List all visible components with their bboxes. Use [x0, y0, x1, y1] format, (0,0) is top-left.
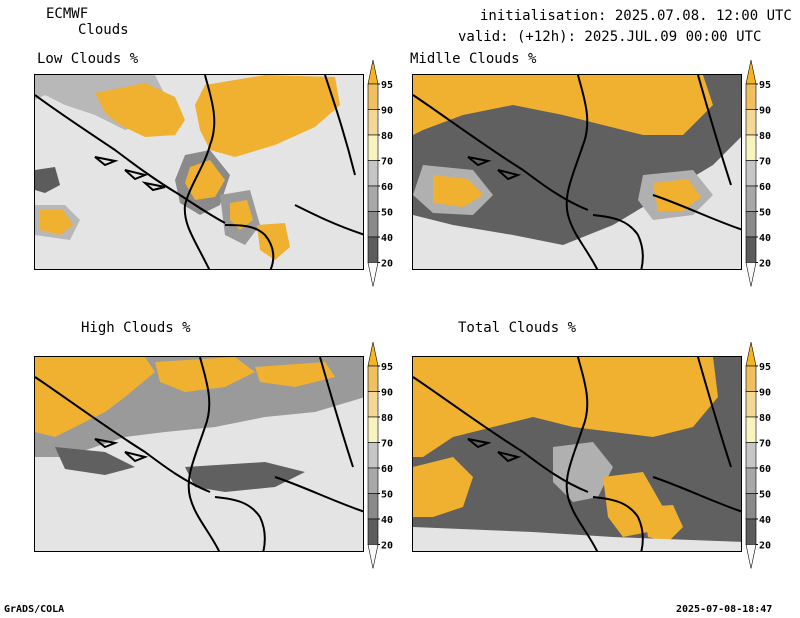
colorbar-segment: [367, 83, 379, 110]
cloud-fields: [35, 75, 340, 260]
colorbar-bottom-arrow: [745, 544, 757, 569]
colorbar-tick-label: 50: [381, 208, 393, 219]
colorbar-tick-label: 80: [381, 413, 393, 424]
panel-title-middle: Midlle Clouds %: [410, 51, 537, 67]
colorbar-segment: [745, 109, 757, 136]
colorbar-tick-label: 40: [759, 515, 771, 526]
colorbar-tick-label: 70: [759, 157, 771, 168]
colorbar-tick-label: 60: [759, 182, 771, 193]
colorbar-segment: [745, 493, 757, 520]
colorbar-tick-label: 50: [759, 490, 771, 501]
colorbar-tick-label: 60: [381, 464, 393, 475]
colorbar-low: 95 90 80 70 60 50 40 20: [364, 59, 398, 292]
footer-timestamp: 2025-07-08-18:47: [676, 604, 773, 615]
colorbar-segment: [367, 211, 379, 238]
colorbar-tick-label: 70: [381, 157, 393, 168]
colorbar-segment: [367, 391, 379, 418]
colorbar-segment: [745, 467, 757, 494]
colorbar-tick-label: 20: [381, 541, 393, 552]
colorbar-top-arrow: [367, 341, 379, 367]
colorbar-tick-label: 70: [381, 439, 393, 450]
colorbar-tick-label: 90: [381, 388, 393, 399]
colorbar-tick-label: 90: [759, 388, 771, 399]
cloud-fields: [413, 357, 741, 551]
colorbar-tick-label: 70: [759, 439, 771, 450]
colorbar-tick-label: 90: [381, 106, 393, 117]
colorbar-bottom-arrow: [745, 262, 757, 287]
colorbar-bottom-arrow: [367, 544, 379, 569]
colorbar-tick-label: 60: [381, 182, 393, 193]
colorbar-segment: [367, 493, 379, 520]
colorbar-tick-label: 90: [759, 106, 771, 117]
colorbar-segment: [367, 442, 379, 469]
parameter-name: Clouds: [78, 22, 129, 38]
colorbar-tick-label: 50: [381, 490, 393, 501]
colorbar-total: 95 90 80 70 60 50 40 20: [742, 341, 776, 574]
colorbar-tick-label: 95: [759, 80, 771, 91]
colorbar-tick-label: 50: [759, 208, 771, 219]
colorbar-tick-label: 95: [381, 80, 393, 91]
map-total-clouds: [412, 356, 742, 552]
colorbar-segment: [367, 109, 379, 136]
cloud-fields: [413, 75, 741, 269]
colorbar-segment: [745, 134, 757, 161]
colorbar-segment: [745, 83, 757, 110]
colorbar-bottom-arrow: [367, 262, 379, 287]
colorbar-tick-label: 80: [759, 413, 771, 424]
colorbar-segment: [745, 391, 757, 418]
colorbar-segment: [367, 160, 379, 187]
colorbar-segment: [367, 518, 379, 545]
colorbar-tick-label: 95: [381, 362, 393, 373]
country-borders: [413, 75, 741, 269]
colorbar-high: 95 90 80 70 60 50 40 20: [364, 341, 398, 574]
colorbar-middle: 95 90 80 70 60 50 40 20: [742, 59, 776, 292]
colorbar-tick-label: 40: [381, 233, 393, 244]
panel-title-total: Total Clouds %: [458, 320, 577, 336]
colorbar-segment: [745, 442, 757, 469]
colorbar-tick-label: 95: [759, 362, 771, 373]
colorbar-tick-label: 80: [759, 131, 771, 142]
colorbar-segment: [367, 236, 379, 263]
colorbar-segment: [745, 236, 757, 263]
footer-software: GrADS/COLA: [4, 604, 65, 615]
country-borders: [35, 357, 363, 551]
map-low-clouds: [34, 74, 364, 270]
colorbar-segment: [367, 467, 379, 494]
colorbar-tick-label: 60: [759, 464, 771, 475]
colorbar-segment: [367, 416, 379, 443]
colorbar-tick-label: 20: [759, 259, 771, 270]
colorbar-segment: [745, 185, 757, 212]
colorbar-segment: [745, 211, 757, 238]
colorbar-tick-label: 80: [381, 131, 393, 142]
map-middle-clouds: [412, 74, 742, 270]
colorbar-segment: [367, 185, 379, 212]
colorbar-segment: [367, 134, 379, 161]
panel-title-high: High Clouds %: [81, 320, 191, 336]
country-borders: [413, 357, 741, 551]
colorbar-segment: [367, 365, 379, 392]
valid-time: valid: (+12h): 2025.JUL.09 00:00 UTC: [458, 29, 762, 45]
colorbar-top-arrow: [745, 341, 757, 367]
colorbar-tick-label: 20: [381, 259, 393, 270]
colorbar-segment: [745, 416, 757, 443]
colorbar-tick-label: 40: [381, 515, 393, 526]
colorbar-top-arrow: [367, 59, 379, 85]
cloud-fields: [35, 357, 363, 492]
map-high-clouds: [34, 356, 364, 552]
colorbar-top-arrow: [745, 59, 757, 85]
colorbar-tick-label: 20: [759, 541, 771, 552]
colorbar-segment: [745, 365, 757, 392]
initialisation-time: initialisation: 2025.07.08. 12:00 UTC: [480, 8, 792, 24]
model-name: ECMWF: [46, 6, 89, 22]
panel-title-low: Low Clouds %: [37, 51, 139, 67]
colorbar-segment: [745, 160, 757, 187]
country-borders: [35, 75, 363, 269]
colorbar-tick-label: 40: [759, 233, 771, 244]
colorbar-segment: [745, 518, 757, 545]
